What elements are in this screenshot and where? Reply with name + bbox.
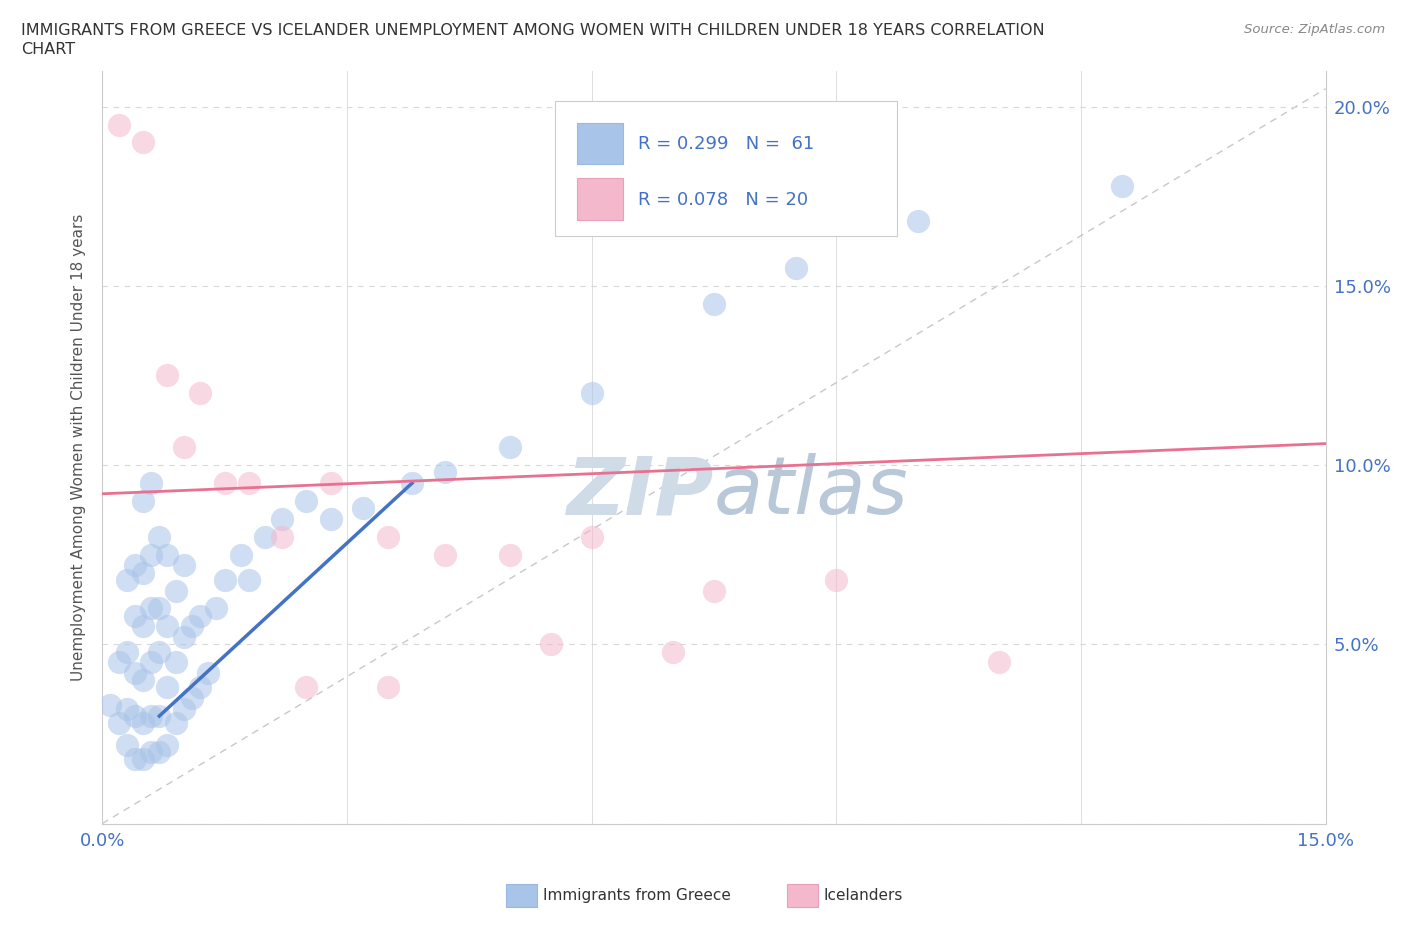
Point (499, 440, 522, 455)
Text: CHART: CHART (21, 42, 75, 57)
Point (132, 716, 155, 731)
Text: Source: ZipAtlas.com: Source: ZipAtlas.com (1244, 23, 1385, 36)
Point (988, 655, 1011, 670)
Point (124, 558, 146, 573)
Point (433, 547, 456, 562)
Point (238, 475, 260, 490)
Point (1111, 178, 1133, 193)
Point (148, 644, 170, 659)
Point (141, 475, 163, 490)
Point (181, 619, 204, 634)
Point (156, 680, 179, 695)
Text: Immigrants from Greece: Immigrants from Greece (543, 888, 731, 903)
Point (540, 637, 562, 652)
Point (156, 547, 179, 562)
Point (141, 709, 163, 724)
Text: IMMIGRANTS FROM GREECE VS ICELANDER UNEMPLOYMENT AMONG WOMEN WITH CHILDREN UNDER: IMMIGRANTS FROM GREECE VS ICELANDER UNEM… (21, 23, 1045, 38)
Point (377, 680, 399, 695)
Point (401, 475, 423, 490)
Point (173, 701, 195, 716)
Point (141, 601, 163, 616)
Point (188, 680, 211, 695)
Point (254, 529, 277, 544)
Point (156, 619, 179, 634)
Point (238, 572, 260, 587)
Point (197, 666, 219, 681)
Point (825, 572, 848, 587)
Point (141, 547, 163, 562)
Point (132, 135, 155, 150)
Point (662, 644, 685, 659)
Point (107, 716, 129, 731)
Point (352, 500, 374, 515)
Point (295, 494, 318, 509)
Point (270, 529, 292, 544)
Point (115, 644, 138, 659)
Point (173, 558, 195, 573)
Point (124, 666, 146, 681)
Bar (576, 123, 623, 164)
Point (115, 737, 138, 752)
Point (581, 386, 603, 401)
Point (785, 260, 807, 275)
Text: R = 0.078   N = 20: R = 0.078 N = 20 (638, 191, 808, 208)
Point (107, 117, 129, 132)
Text: atlas: atlas (714, 453, 908, 531)
Point (107, 655, 129, 670)
Point (214, 572, 236, 587)
Text: Icelanders: Icelanders (824, 888, 903, 903)
Point (229, 547, 252, 562)
Point (115, 701, 138, 716)
Point (433, 465, 456, 480)
Point (499, 547, 522, 562)
Text: ZIP: ZIP (567, 453, 714, 531)
Point (188, 386, 211, 401)
Point (124, 709, 146, 724)
Point (907, 214, 929, 229)
Point (132, 494, 155, 509)
Point (165, 583, 187, 598)
Point (165, 716, 187, 731)
Point (214, 475, 236, 490)
FancyBboxPatch shape (555, 101, 897, 236)
Point (156, 737, 179, 752)
Point (188, 608, 211, 623)
Point (115, 572, 138, 587)
Point (703, 297, 725, 312)
Point (295, 680, 318, 695)
Point (132, 751, 155, 766)
Point (132, 565, 155, 580)
Point (173, 630, 195, 644)
Point (132, 619, 155, 634)
Point (173, 440, 195, 455)
Point (156, 368, 179, 383)
Point (181, 691, 204, 706)
Point (148, 529, 170, 544)
Point (141, 744, 163, 759)
Point (124, 751, 146, 766)
Point (98, 698, 121, 712)
Y-axis label: Unemployment Among Women with Children Under 18 years: Unemployment Among Women with Children U… (72, 214, 86, 681)
Point (148, 601, 170, 616)
Text: R = 0.299   N =  61: R = 0.299 N = 61 (638, 135, 814, 153)
Point (148, 744, 170, 759)
Point (377, 529, 399, 544)
Point (581, 529, 603, 544)
Point (124, 608, 146, 623)
Point (148, 709, 170, 724)
Point (319, 512, 342, 526)
Point (141, 655, 163, 670)
Point (132, 672, 155, 687)
Point (319, 475, 342, 490)
Point (703, 583, 725, 598)
Point (165, 655, 187, 670)
Point (270, 512, 292, 526)
Bar (576, 179, 623, 219)
Point (205, 601, 228, 616)
